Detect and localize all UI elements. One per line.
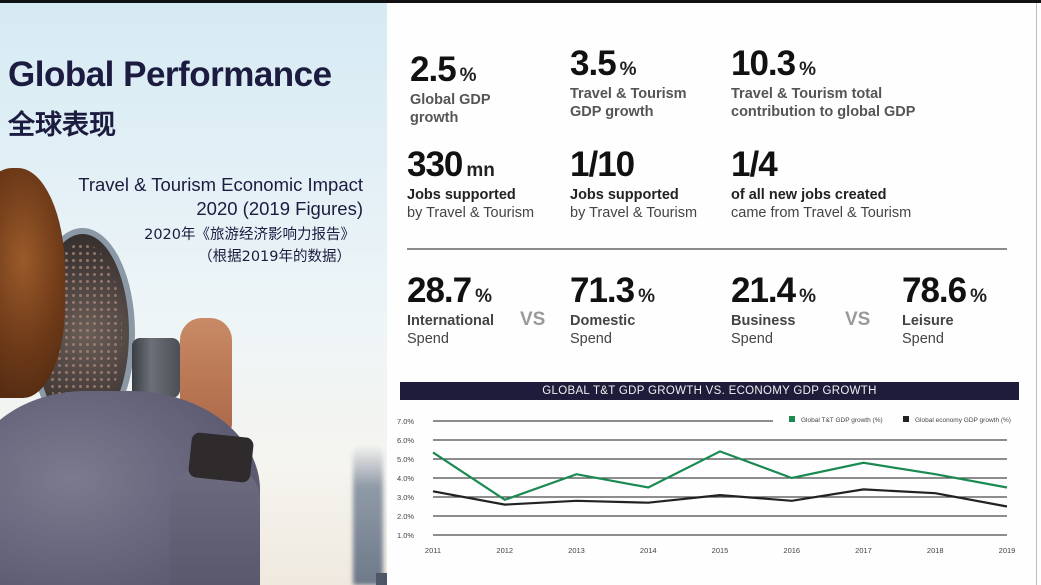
stat-international-spend: 28.7% International Spend xyxy=(407,273,494,348)
x-tick-label: 2011 xyxy=(425,546,441,555)
stat-value: 78.6 xyxy=(902,271,967,310)
vs-label: VS xyxy=(520,309,546,330)
stat-leisure-spend: 78.6% Leisure Spend xyxy=(902,273,987,348)
report-subtitle-chinese-line2: （根据2019年的数据） xyxy=(198,249,351,265)
stat-value: 2.5 xyxy=(410,50,457,89)
x-tick-label: 2015 xyxy=(712,546,729,555)
legend-label: Global T&T GDP growth (%) xyxy=(801,417,883,424)
stat-value: 1/4 xyxy=(731,145,778,184)
photo-building-silhouette xyxy=(353,445,383,585)
stat-jobs-supported: 330 mn Jobs supported by Travel & Tourism xyxy=(407,147,534,222)
stat-new-jobs-share: 1/4 of all new jobs created came from Tr… xyxy=(731,147,911,222)
stat-jobs-ratio: 1/10 Jobs supported by Travel & Tourism xyxy=(570,147,697,222)
x-tick-label: 2012 xyxy=(496,546,513,555)
photo-viewer-eyepiece xyxy=(132,338,180,398)
y-tick-label: 6.0% xyxy=(397,436,414,445)
stat-label: contribution to global GDP xyxy=(731,104,916,120)
stat-value: 10.3 xyxy=(731,44,796,83)
stat-unit: % xyxy=(619,59,637,80)
stat-label: came from Travel & Tourism xyxy=(731,205,912,221)
stat-label: of all new jobs created xyxy=(731,187,887,203)
stat-label: Spend xyxy=(731,331,773,347)
report-subtitle-line2: 2020 (2019 Figures) xyxy=(196,198,363,219)
x-tick-label: 2014 xyxy=(640,546,657,555)
x-tick-label: 2019 xyxy=(999,546,1016,555)
photo-person-cuff xyxy=(187,431,255,484)
series-line-economy-gdp xyxy=(432,488,1008,508)
stat-label: Leisure xyxy=(902,313,954,329)
stat-unit: % xyxy=(475,286,493,307)
stat-tt-contribution: 10.3% Travel & Tourism total contributio… xyxy=(731,46,915,121)
stat-label: Jobs supported xyxy=(570,187,679,203)
legend-swatch xyxy=(903,416,909,422)
stat-tt-gdp-growth: 3.5% Travel & Tourism GDP growth xyxy=(570,46,687,121)
stat-label: Jobs supported xyxy=(407,187,516,203)
y-tick-label: 1.0% xyxy=(397,531,414,540)
stat-unit: % xyxy=(638,286,656,307)
stat-label: Spend xyxy=(902,331,944,347)
stat-label: Travel & Tourism total xyxy=(731,86,883,102)
stat-label: GDP growth xyxy=(570,104,654,120)
gdp-growth-line-chart: 1.0% 2.0% 3.0% 4.0% 5.0% 6.0% 7.0% 2011 2012 2013… xyxy=(397,414,1033,555)
chart-title: GLOBAL T&T GDP GROWTH VS. ECONOMY GDP GR… xyxy=(400,382,1019,400)
stat-global-gdp-growth: 2.5% Global GDP growth xyxy=(410,52,491,127)
y-tick-label: 3.0% xyxy=(397,493,414,502)
stat-label: Travel & Tourism xyxy=(570,86,687,102)
section-divider xyxy=(407,248,1007,250)
y-tick-label: 5.0% xyxy=(397,455,414,464)
stat-label: Spend xyxy=(407,331,449,347)
stat-label: by Travel & Tourism xyxy=(570,205,698,221)
stat-value: 3.5 xyxy=(570,44,617,83)
x-tick-label: 2017 xyxy=(855,546,872,555)
stat-label: Business xyxy=(731,313,796,329)
page-title: Global Performance xyxy=(8,55,332,94)
report-subtitle-chinese-line1: 2020年《旅游经济影响力报告》 xyxy=(144,227,355,243)
x-tick-label: 2013 xyxy=(568,546,585,555)
legend-swatch xyxy=(789,416,795,422)
stat-unit: % xyxy=(799,286,817,307)
hero-photo: Global Performance 全球表现 Travel & Tourism… xyxy=(0,3,387,585)
stat-value: 21.4 xyxy=(731,271,796,310)
photo-person-hair xyxy=(0,168,65,398)
stat-business-spend: 21.4% Business Spend xyxy=(731,273,816,348)
stat-label: Global GDP xyxy=(410,92,491,108)
slide-edge xyxy=(1036,3,1037,585)
y-tick-label: 4.0% xyxy=(397,474,414,483)
stat-value: 330 xyxy=(407,145,463,184)
top-bar xyxy=(0,0,1041,3)
y-tick-label: 7.0% xyxy=(397,417,414,426)
stat-label: Spend xyxy=(570,331,612,347)
stat-unit: % xyxy=(970,286,988,307)
vs-label: VS xyxy=(845,309,871,330)
x-tick-label: 2018 xyxy=(927,546,944,555)
stat-unit: mn xyxy=(466,160,495,181)
stat-unit: % xyxy=(799,59,817,80)
stat-label: International xyxy=(407,313,495,329)
report-subtitle-line1: Travel & Tourism Economic Impact xyxy=(78,174,363,195)
content-panel xyxy=(387,3,1041,585)
page-title-chinese: 全球表现 xyxy=(8,110,116,141)
stat-domestic-spend: 71.3% Domestic Spend xyxy=(570,273,655,348)
stat-label: Domestic xyxy=(570,313,636,329)
y-tick-label: 2.0% xyxy=(397,512,414,521)
stat-label: growth xyxy=(410,110,459,126)
stat-value: 28.7 xyxy=(407,271,472,310)
x-tick-label: 2016 xyxy=(783,546,800,555)
stat-unit: % xyxy=(459,65,477,86)
photo-bottom-strip xyxy=(376,573,387,585)
stat-label: by Travel & Tourism xyxy=(407,205,535,221)
legend-label: Global economy GDP growth (%) xyxy=(915,417,1011,424)
stat-value: 1/10 xyxy=(570,145,635,184)
photo-person-sleeve xyxy=(170,468,260,585)
stat-value: 71.3 xyxy=(570,271,635,310)
